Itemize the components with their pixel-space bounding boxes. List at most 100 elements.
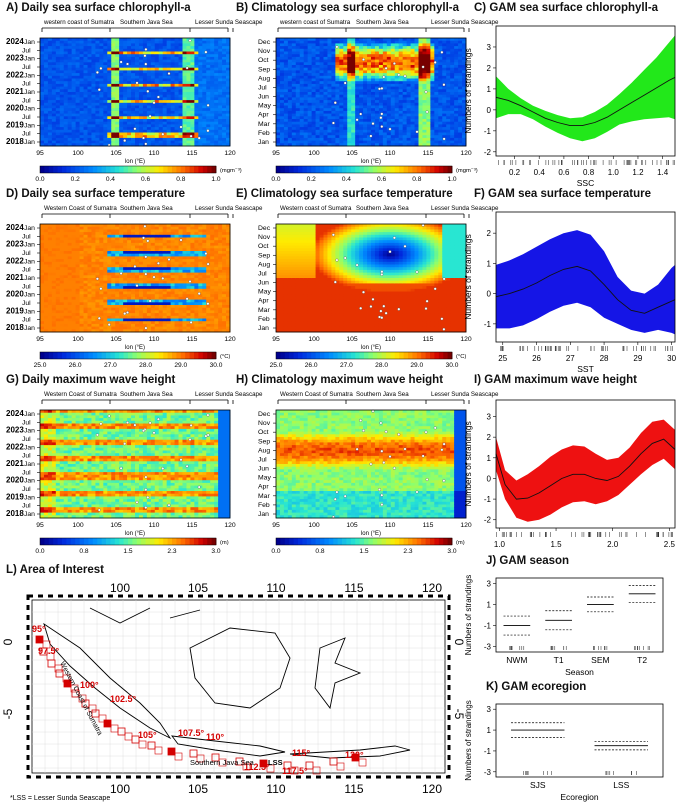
colorbar-segment [211, 166, 217, 173]
heatmap-cell [99, 102, 104, 106]
heatmap-cell [67, 62, 73, 66]
heatmap-cell [115, 278, 120, 282]
heatmap-cell [327, 46, 332, 50]
heatmap-cell [222, 110, 227, 114]
heatmap-cell [138, 78, 144, 82]
heatmap-cell [311, 132, 316, 136]
heatmap-cell [335, 48, 340, 52]
heatmap-cell [75, 315, 80, 319]
heatmap-cell [276, 137, 281, 141]
heatmap-cell [374, 137, 380, 141]
heatmap-cell [458, 75, 463, 79]
heatmap-cell [398, 38, 404, 42]
heatmap-cell [47, 329, 53, 333]
heatmap-cell [59, 251, 65, 255]
heatmap-cell [131, 129, 136, 133]
heatmap-cell [410, 67, 415, 71]
heatmap-cell [303, 97, 309, 101]
heatmap-cell [123, 105, 128, 109]
heatmap-cell [75, 305, 80, 309]
heatmap-cell [287, 121, 293, 125]
heatmap-cell [127, 43, 132, 47]
heatmap-cell [158, 43, 164, 47]
heatmap-cell [430, 65, 435, 69]
heatmap-cell [83, 267, 88, 271]
heatmap-cell [99, 113, 104, 117]
heatmap-cell [111, 229, 116, 233]
heatmap-cell [206, 110, 211, 114]
heatmap-cell [206, 105, 211, 109]
heatmap-cell [107, 286, 112, 290]
heatmap-cell [382, 46, 388, 50]
colorbar-segment [364, 166, 369, 173]
heatmap-cell [378, 92, 384, 96]
heatmap-cell [430, 56, 435, 60]
heatmap-cell [367, 129, 372, 133]
heatmap-cell [47, 245, 53, 249]
heatmap-cell [430, 43, 435, 47]
heatmap-cell [410, 110, 415, 114]
heatmap-cell [63, 253, 69, 257]
heatmap-cell [450, 92, 455, 96]
region-label-lss: Lesser Sunda Seascape [195, 205, 263, 212]
heatmap-cell [111, 121, 116, 125]
heatmap-cell [303, 51, 309, 55]
heatmap-cell [450, 86, 455, 90]
heatmap-cell [382, 78, 388, 82]
heatmap-cell [51, 83, 57, 87]
heatmap-cell [222, 78, 227, 82]
heatmap-cell [67, 132, 73, 136]
title-l: L) Area of Interest [6, 564, 104, 576]
heatmap-cell [127, 240, 132, 244]
heatmap-cell [111, 67, 116, 71]
heatmap-cell [210, 78, 215, 82]
heatmap-cell [158, 86, 164, 90]
heatmap-cell [91, 264, 96, 268]
heatmap-cell [291, 135, 297, 139]
heatmap-cell [339, 102, 344, 106]
heatmap-cell [382, 137, 388, 141]
heatmap-cell [222, 59, 227, 63]
heatmap-cell [71, 296, 77, 300]
heatmap-cell [47, 269, 53, 273]
heatmap-cell [222, 70, 227, 74]
heatmap-cell [426, 89, 431, 93]
heatmap-cell [378, 54, 384, 58]
heatmap-cell [210, 67, 215, 71]
heatmap-cell [51, 283, 57, 287]
heatmap-cell [394, 73, 400, 77]
heatmap-cell [367, 121, 372, 125]
heatmap-cell [343, 59, 348, 63]
heatmap-cell [434, 143, 439, 147]
heatmap-cell [291, 67, 297, 71]
heatmap-cell [323, 83, 328, 87]
heatmap-cell [127, 224, 132, 228]
heatmap-cell [91, 62, 96, 66]
heatmap-cell [190, 56, 195, 60]
heatmap-cell [103, 302, 108, 306]
heatmap-cell [355, 143, 360, 147]
heatmap-cell [123, 38, 128, 42]
heatmap-cell [287, 70, 293, 74]
stranding-point [189, 134, 193, 138]
heatmap-cell [430, 124, 435, 128]
heatmap-cell [371, 100, 376, 104]
colorbar-segment [101, 166, 107, 173]
heatmap-cell [55, 242, 61, 246]
heatmap-cell [55, 54, 61, 58]
heatmap-cell [303, 89, 309, 93]
stranding-point [380, 86, 384, 90]
heatmap-cell [190, 46, 195, 50]
heatmap-cell [123, 67, 128, 71]
heatmap-cell [158, 143, 164, 147]
heatmap-cell [131, 124, 136, 128]
heatmap-cell [198, 127, 203, 131]
heatmap-cell [382, 40, 388, 44]
heatmap-cell [434, 43, 439, 47]
heatmap-cell [43, 283, 49, 287]
heatmap-cell [390, 129, 396, 133]
heatmap-cell [367, 97, 372, 101]
heatmap-cell [40, 264, 45, 268]
heatmap-cell [276, 40, 281, 44]
heatmap-cell [135, 43, 140, 47]
